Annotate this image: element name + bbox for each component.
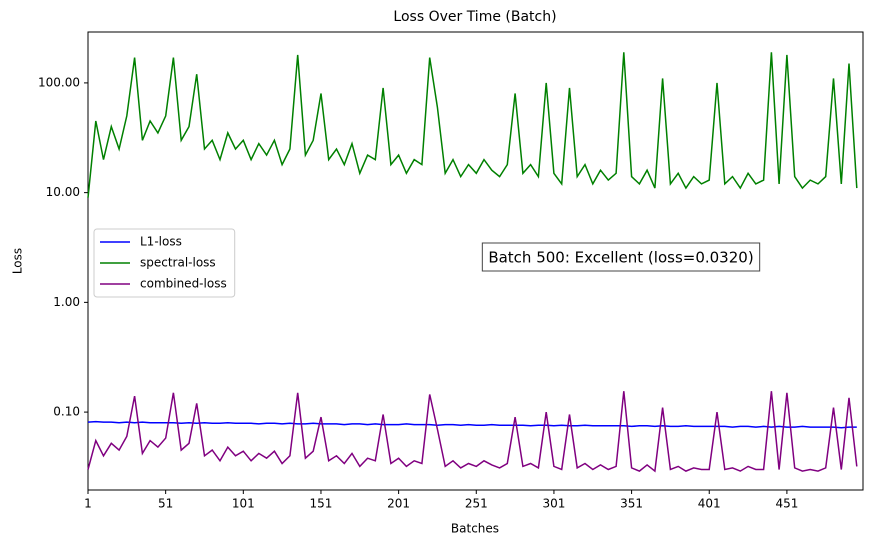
legend-label: L1-loss xyxy=(140,235,182,249)
x-tick-label: 201 xyxy=(387,497,410,511)
annotation-text: Batch 500: Excellent (loss=0.0320) xyxy=(488,249,753,267)
x-tick-label: 351 xyxy=(620,497,643,511)
legend-label: spectral-loss xyxy=(140,256,216,270)
y-tick-label: 0.10 xyxy=(53,405,80,419)
series-line xyxy=(87,420,857,429)
annotation-box xyxy=(481,242,761,272)
x-tick-label: 251 xyxy=(465,497,488,511)
x-tick-label: 451 xyxy=(775,497,798,511)
x-tick-label: 151 xyxy=(310,497,333,511)
plot-frame xyxy=(87,31,864,491)
chart-title: Loss Over Time (Batch) xyxy=(393,9,556,25)
series-line xyxy=(87,391,858,473)
x-tick-label: 1 xyxy=(84,497,92,511)
annotation: Batch 500: Excellent (loss=0.0320) xyxy=(481,242,761,272)
x-tick-label: 101 xyxy=(232,497,255,511)
x-axis-label: Batches xyxy=(451,522,499,536)
series-line xyxy=(87,52,858,198)
legend: L1-loss spectral-loss combined-loss xyxy=(93,228,236,298)
y-tick-label: 100.00 xyxy=(38,75,80,89)
y-tick-label: 10.00 xyxy=(46,185,80,199)
x-tick-label: 51 xyxy=(158,497,173,511)
legend-box xyxy=(93,228,236,298)
y-axis-label: Loss xyxy=(11,248,25,274)
y-tick-label: 1.00 xyxy=(53,295,80,309)
x-tick-label: 301 xyxy=(542,497,565,511)
x-tick-label: 401 xyxy=(698,497,721,511)
legend-label: combined-loss xyxy=(140,277,227,291)
